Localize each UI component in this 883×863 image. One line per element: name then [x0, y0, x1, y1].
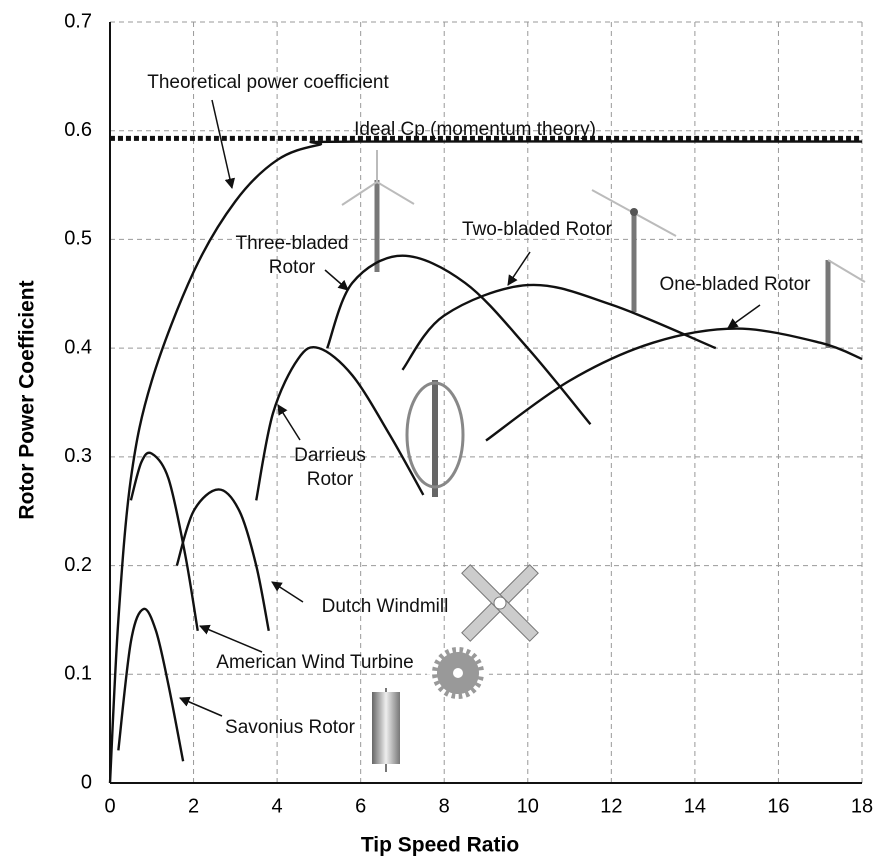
fan-blades [427, 642, 489, 704]
grid: 0 0.1 0.2 0.3 0.4 0.5 0.6 0.7 0 2 4 6 8 10 12 14 16 18 [64, 10, 873, 817]
y-tick-label: 0.6 [64, 119, 92, 141]
y-tick-label: 0.2 [64, 554, 92, 576]
series-label: American Wind Turbine [216, 652, 414, 673]
turbine-hub [630, 208, 638, 216]
series-label: Darrieus Rotor [294, 445, 366, 490]
series-line [117, 607, 185, 762]
series-line [175, 488, 270, 632]
x-axis-title: Tip Speed Ratio [361, 834, 519, 857]
darrieus-blades [405, 381, 465, 489]
series-line [108, 140, 863, 784]
y-tick-label: 0 [81, 771, 92, 793]
x-tick-label: 18 [851, 795, 873, 817]
windmill [461, 564, 539, 642]
series-label: Dutch Windmill [321, 596, 449, 617]
x-tick-label: 16 [767, 795, 789, 817]
plot [108, 99, 863, 784]
fan-hub [453, 668, 463, 678]
label-arrow [199, 624, 263, 653]
series-label: Theoretical power coefficient [147, 72, 389, 93]
series-line [485, 327, 863, 442]
savonius-rotor [372, 692, 400, 764]
y-tick-label: 0.1 [64, 663, 92, 685]
series-line [326, 254, 592, 426]
series-label: Three-bladed Rotor [235, 233, 349, 278]
x-tick-label: 4 [272, 795, 283, 817]
series-line [401, 283, 717, 371]
label-arrow [271, 581, 304, 603]
x-tick-label: 14 [684, 795, 706, 817]
label-arrow [277, 404, 301, 441]
label-arrow [727, 304, 761, 329]
series-label: Savonius Rotor [225, 717, 355, 738]
windmill-hub [493, 596, 507, 610]
turbine-blade [376, 181, 415, 205]
x-tick-label: 0 [104, 795, 115, 817]
series-line [129, 451, 199, 631]
series-line [255, 345, 425, 501]
icons [341, 150, 866, 772]
turbine-blade [341, 181, 378, 206]
x-tick-label: 12 [600, 795, 622, 817]
y-tick-label: 0.5 [64, 228, 92, 250]
x-tick-label: 8 [439, 795, 450, 817]
label-arrow [179, 696, 223, 717]
x-tick-label: 6 [355, 795, 366, 817]
y-tick-label: 0.7 [64, 10, 92, 32]
y-axis-title: Rotor Power Coefficient [16, 280, 39, 519]
label-arrow [324, 269, 349, 291]
series-label: One-bladed Rotor [659, 274, 811, 295]
x-tick-label: 10 [517, 795, 539, 817]
series-label: Ideal Cp (momentum theory) [354, 119, 596, 140]
x-tick-label: 2 [188, 795, 199, 817]
y-tick-label: 0.3 [64, 445, 92, 467]
turbine-blade [827, 259, 866, 283]
label-arrow [211, 99, 236, 190]
series-label: Two-bladed Rotor [462, 219, 612, 240]
label-arrow [507, 251, 531, 286]
y-tick-label: 0.4 [64, 336, 92, 358]
